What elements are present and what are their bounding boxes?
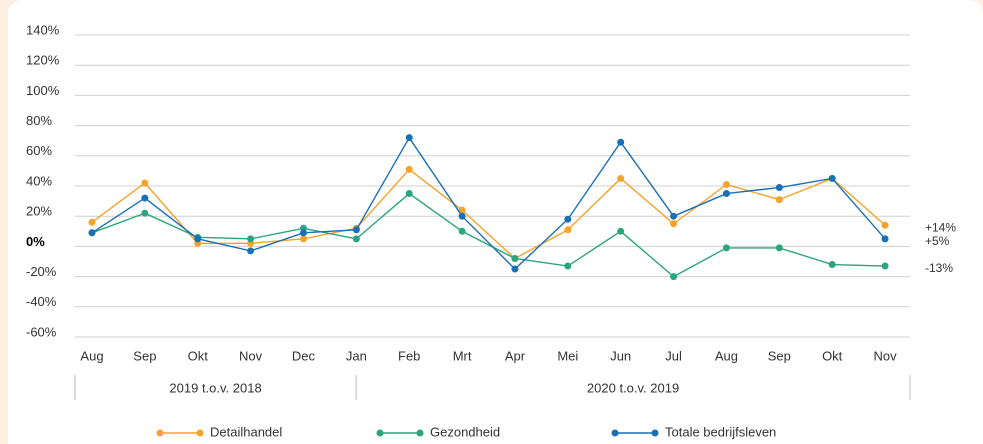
panel xyxy=(8,0,983,444)
x-tick-label: Sep xyxy=(133,348,156,363)
data-point xyxy=(775,244,783,252)
data-point xyxy=(352,226,360,234)
data-point xyxy=(352,235,360,243)
data-point xyxy=(247,235,255,243)
legend-marker xyxy=(416,429,424,437)
data-point xyxy=(299,235,307,243)
legend-label: Gezondheid xyxy=(430,424,500,439)
data-point xyxy=(405,165,413,173)
x-tick-label: Apr xyxy=(505,348,526,363)
y-tick-label: -20% xyxy=(26,264,57,279)
data-point xyxy=(670,220,678,228)
data-point xyxy=(247,247,255,255)
legend-label: Totale bedrijfsleven xyxy=(665,424,776,439)
data-point xyxy=(458,212,466,220)
group-label: 2020 t.o.v. 2019 xyxy=(587,380,679,395)
data-point xyxy=(141,209,149,217)
x-tick-label: Nov xyxy=(873,348,897,363)
data-point xyxy=(458,227,466,235)
y-tick-label: 140% xyxy=(26,22,60,37)
data-point xyxy=(722,180,730,188)
y-tick-label: -40% xyxy=(26,294,57,309)
data-point xyxy=(881,221,889,229)
data-point xyxy=(564,215,572,223)
series-line xyxy=(91,136,886,271)
data-point xyxy=(88,218,96,226)
x-tick-label: Jul xyxy=(665,348,682,363)
x-tick-label: Aug xyxy=(715,348,738,363)
data-point xyxy=(617,174,625,182)
data-point xyxy=(670,273,678,281)
data-point xyxy=(299,229,307,237)
data-point xyxy=(775,196,783,204)
end-label: +5% xyxy=(925,234,950,248)
x-tick-label: Jan xyxy=(346,348,367,363)
x-tick-label: Aug xyxy=(80,348,103,363)
x-tick-label: Okt xyxy=(822,348,843,363)
y-tick-label: 0% xyxy=(26,234,45,249)
data-point xyxy=(828,174,836,182)
data-point xyxy=(564,262,572,270)
legend-marker xyxy=(611,429,619,437)
end-label: +14% xyxy=(925,220,956,234)
x-tick-label: Mei xyxy=(557,348,578,363)
y-tick-label: 100% xyxy=(26,83,60,98)
x-tick-label: Sep xyxy=(768,348,791,363)
x-tick-label: Jun xyxy=(610,348,631,363)
data-point xyxy=(617,138,625,146)
series-line xyxy=(91,168,886,260)
x-tick-label: Mrt xyxy=(453,348,472,363)
data-point xyxy=(88,229,96,237)
data-point xyxy=(458,206,466,214)
legend-label: Detailhandel xyxy=(210,424,282,439)
y-tick-label: 80% xyxy=(26,113,52,128)
end-label: -13% xyxy=(925,261,953,275)
series-line xyxy=(91,192,886,278)
x-tick-label: Nov xyxy=(239,348,263,363)
x-tick-label: Okt xyxy=(188,348,209,363)
data-point xyxy=(141,179,149,187)
data-point xyxy=(564,226,572,234)
y-tick-label: 20% xyxy=(26,204,52,219)
data-point xyxy=(194,235,202,243)
legend-marker xyxy=(156,429,164,437)
data-point xyxy=(722,244,730,252)
data-point xyxy=(828,261,836,269)
data-point xyxy=(405,134,413,142)
x-tick-label: Feb xyxy=(398,348,420,363)
data-point xyxy=(617,227,625,235)
data-point xyxy=(141,194,149,202)
y-tick-label: 120% xyxy=(26,53,60,68)
legend-marker xyxy=(376,429,384,437)
y-tick-label: -60% xyxy=(26,324,57,339)
y-tick-label: 40% xyxy=(26,173,52,188)
data-point xyxy=(511,254,519,262)
y-tick-label: 60% xyxy=(26,143,52,158)
legend-marker xyxy=(651,429,659,437)
data-point xyxy=(775,184,783,192)
data-point xyxy=(511,265,519,273)
data-point xyxy=(881,235,889,243)
x-tick-label: Dec xyxy=(292,348,316,363)
data-point xyxy=(405,190,413,198)
data-point xyxy=(881,262,889,270)
data-point xyxy=(722,190,730,198)
group-label: 2019 t.o.v. 2018 xyxy=(169,380,261,395)
data-point xyxy=(670,212,678,220)
legend-marker xyxy=(196,429,204,437)
